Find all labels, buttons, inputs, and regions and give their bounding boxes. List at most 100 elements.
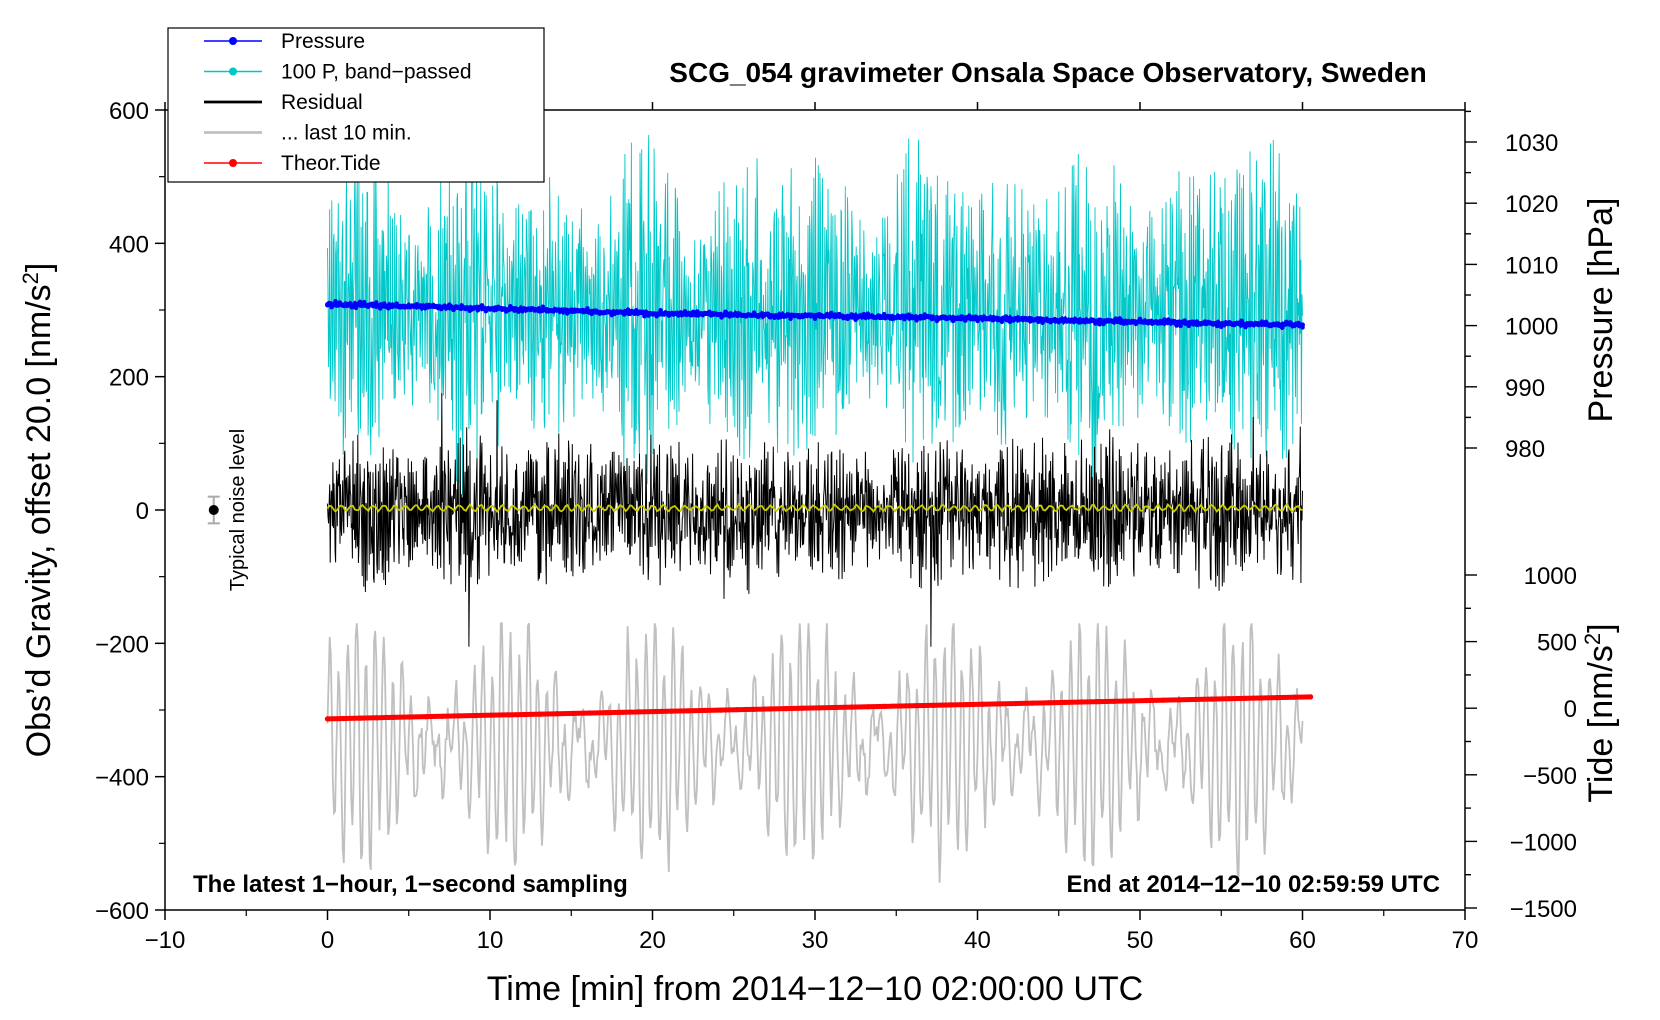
y-tick-label: −600	[95, 898, 149, 925]
x-tick-label: −10	[145, 927, 186, 954]
pressure-point	[471, 305, 477, 310]
annotation-end-time: End at 2014−12−10 02:59:59 UTC	[1066, 871, 1440, 898]
pressure-point	[1015, 315, 1021, 320]
pressure-point	[694, 309, 700, 314]
pressure-point	[520, 308, 525, 314]
pressure-point	[845, 316, 850, 322]
pressure-point	[1048, 319, 1053, 325]
series-pressure-bandpassed	[327, 134, 1303, 495]
pressure-point	[1117, 316, 1122, 321]
pressure-tick-label: 1000	[1505, 314, 1558, 341]
pressure-point	[1263, 319, 1269, 325]
tide-point	[718, 707, 724, 713]
tide-point	[341, 715, 347, 722]
pressure-point	[560, 307, 566, 313]
pressure-point	[1019, 315, 1025, 321]
pressure-point	[1121, 321, 1127, 326]
y-title-gravity-main: Obs’d Gravity, offset 20.0 [nm/s	[20, 284, 58, 757]
tide-point	[849, 704, 855, 710]
x-tick-label: 70	[1452, 927, 1479, 954]
tide-point	[456, 713, 462, 719]
annotation-sampling: The latest 1−hour, 1−second sampling	[193, 871, 628, 898]
pressure-point	[1267, 323, 1273, 329]
tide-point	[406, 714, 412, 720]
y-title-gravity-sup: 2	[18, 272, 43, 284]
tide-tick-label: 500	[1537, 630, 1577, 657]
tide-point	[734, 707, 740, 713]
pressure-point	[930, 314, 936, 320]
pressure-point	[467, 308, 473, 314]
pressure-point	[422, 306, 428, 311]
pressure-point	[971, 314, 976, 320]
y-title-tide-main: Tide [nm/s	[1582, 645, 1620, 802]
tide-point	[472, 713, 478, 719]
line-residual-smoothed	[326, 502, 1303, 514]
y-title-tide-end: ]	[1582, 623, 1620, 632]
series-theoretical-tide	[324, 694, 1314, 722]
pressure-point	[938, 315, 944, 321]
pressure-point	[447, 302, 452, 308]
pressure-point	[991, 317, 996, 323]
pressure-point	[674, 311, 680, 317]
pressure-point	[1068, 317, 1074, 323]
pressure-point	[1162, 317, 1167, 322]
pressure-tick-label: 1010	[1505, 252, 1558, 279]
x-axis-title: Time [min] from 2014−12−10 02:00:00 UTC	[487, 970, 1143, 1008]
pressure-point	[601, 310, 607, 315]
pressure-point	[719, 315, 724, 320]
tide-point	[587, 710, 593, 716]
y-tick-label: −400	[95, 765, 149, 792]
tide-point	[324, 716, 331, 722]
pressure-point	[1145, 319, 1151, 324]
pressure-point	[1300, 325, 1305, 330]
pressure-point	[1202, 319, 1208, 324]
pressure-point	[564, 311, 570, 316]
pressure-point	[1206, 320, 1212, 325]
pressure-point	[784, 313, 789, 319]
tide-point	[1013, 700, 1019, 707]
pressure-point	[837, 311, 842, 317]
tide-point	[914, 703, 921, 709]
pressure-point	[995, 317, 1001, 323]
y-axis-title-gravity: Obs’d Gravity, offset 20.0 [nm/s2]	[18, 263, 58, 758]
tide-point	[1144, 697, 1150, 704]
tide-point	[619, 709, 626, 715]
noise-point	[208, 505, 219, 515]
pressure-point	[406, 303, 412, 309]
legend-marker	[229, 159, 237, 167]
pressure-point	[1105, 319, 1110, 324]
pressure-point	[743, 314, 749, 319]
y-axis-tide: 1000 500 0 −500 −1000 −1500	[1465, 563, 1577, 923]
pressure-point	[914, 318, 919, 323]
series-last-10-min	[326, 622, 1304, 883]
pressure-point	[585, 306, 590, 311]
pressure-point	[975, 318, 980, 324]
pressure-point	[910, 314, 915, 319]
legend-label: Residual	[281, 91, 363, 114]
pressure-point	[552, 307, 558, 312]
pressure-point	[625, 307, 631, 312]
pressure-point	[1198, 321, 1204, 327]
tide-point	[1062, 699, 1068, 706]
pressure-point	[1279, 325, 1285, 331]
pressure-point	[443, 305, 448, 310]
pressure-point	[1137, 316, 1143, 322]
pressure-point	[999, 319, 1005, 325]
pressure-point	[1194, 322, 1200, 328]
pressure-point	[873, 315, 879, 321]
pressure-point	[1243, 324, 1248, 330]
pressure-point	[678, 310, 684, 315]
pressure-point	[573, 309, 578, 314]
pressure-point	[820, 314, 826, 320]
pressure-point	[690, 309, 696, 315]
pressure-point	[1101, 321, 1106, 327]
pressure-point	[942, 316, 948, 321]
pressure-point	[1275, 321, 1281, 326]
pressure-point	[1084, 318, 1090, 324]
pressure-point	[751, 310, 757, 316]
tide-point	[963, 702, 970, 708]
pressure-point	[357, 299, 363, 305]
pressure-point	[1227, 320, 1232, 325]
pressure-point	[1190, 321, 1196, 327]
